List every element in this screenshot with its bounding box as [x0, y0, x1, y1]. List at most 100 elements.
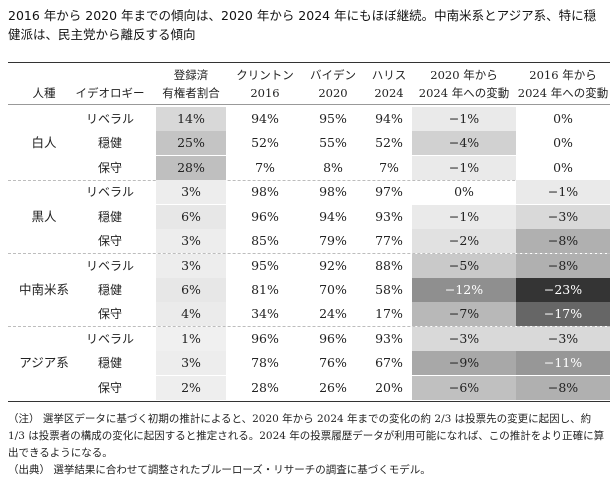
cell-ideology: 保守: [97, 380, 122, 395]
cell-biden: 55%: [319, 135, 347, 151]
cell-clinton: 52%: [251, 135, 279, 151]
cell-ideology: リベラル: [85, 258, 134, 273]
cell-chg2016: −8%: [547, 233, 579, 249]
cell-biden: 70%: [319, 282, 347, 297]
header-clinton-2016: クリントン 2016: [236, 68, 294, 100]
race-label: 黒人: [31, 208, 57, 224]
cell-chg2020: −1%: [448, 111, 480, 126]
cell-shade: [412, 107, 516, 131]
cell-share: 1%: [181, 330, 201, 346]
cell-chg2020: −9%: [448, 355, 480, 371]
cell-harris: 17%: [375, 306, 403, 322]
cell-clinton: 34%: [251, 306, 279, 322]
cell-shade: [516, 229, 610, 254]
cell-ideology: リベラル: [85, 185, 134, 200]
cell-chg2016: 0%: [553, 111, 573, 126]
cell-chg2020: −6%: [448, 379, 480, 395]
cell-chg2016: −8%: [547, 379, 579, 395]
header-race: 人種: [32, 86, 56, 100]
cell-ideology: 保守: [97, 234, 122, 249]
cell-shade: [516, 375, 610, 400]
cell-shade: [516, 278, 610, 302]
cell-shade: [412, 155, 516, 180]
cell-chg2020: −2%: [448, 233, 480, 249]
cell-share: 6%: [181, 208, 201, 224]
cell-clinton: 95%: [251, 257, 279, 273]
cell-shade: [516, 180, 610, 205]
cell-clinton: 98%: [251, 184, 279, 200]
cell-shade: [156, 107, 226, 131]
cell-biden: 98%: [319, 184, 347, 200]
cell-harris: 52%: [375, 135, 403, 151]
cell-biden: 94%: [319, 208, 347, 224]
cell-share: 4%: [181, 306, 201, 322]
cell-chg2020: −3%: [448, 330, 480, 346]
cell-harris: 67%: [375, 355, 403, 371]
cell-ideology: 保守: [97, 160, 122, 175]
cell-share: 3%: [181, 233, 201, 249]
cell-chg2016: −3%: [547, 330, 579, 346]
cell-harris: 93%: [375, 208, 403, 224]
cell-chg2016: 0%: [553, 159, 573, 175]
cell-shade: [156, 351, 226, 376]
cell-clinton: 96%: [251, 330, 279, 346]
race-label: 白人: [31, 135, 57, 151]
cell-harris: 94%: [375, 111, 403, 126]
cell-ideology: リベラル: [85, 331, 134, 346]
cell-chg2020: 0%: [454, 184, 474, 200]
cell-share: 25%: [177, 135, 205, 151]
cell-share: 3%: [181, 355, 201, 371]
cell-shade: [412, 204, 516, 229]
cell-harris: 58%: [375, 282, 403, 297]
cell-biden: 79%: [319, 233, 347, 249]
cell-biden: 76%: [319, 355, 347, 371]
cell-chg2020: −12%: [444, 282, 484, 297]
cell-clinton: 7%: [255, 159, 275, 175]
cell-shade: [156, 204, 226, 229]
cell-shade: [156, 229, 226, 254]
cell-shade: [156, 278, 226, 302]
cell-shade: [516, 351, 610, 376]
group-separator: [8, 253, 610, 255]
cell-chg2020: −5%: [448, 257, 480, 273]
cell-ideology: 穏健: [97, 209, 122, 224]
race-label: アジア系: [19, 355, 69, 371]
header-top-rule: [8, 62, 610, 63]
header-bottom-rule: [8, 104, 610, 105]
cell-share: 2%: [181, 379, 201, 395]
group-separator: [8, 326, 610, 328]
cell-clinton: 78%: [251, 355, 279, 371]
cell-shade: [412, 351, 516, 376]
race-label: 中南米系: [18, 282, 69, 297]
cell-chg2020: −1%: [448, 159, 480, 175]
cell-share: 28%: [177, 159, 205, 175]
header-change-2016-2024: 2016 年から 2024 年への変動: [517, 68, 609, 100]
cell-clinton: 28%: [251, 379, 279, 395]
group-separator: [8, 179, 610, 181]
cell-shade: [412, 253, 516, 278]
cell-clinton: 94%: [251, 111, 279, 126]
cell-shade: [156, 253, 226, 278]
cell-shade: [412, 229, 516, 254]
cell-harris: 7%: [379, 159, 399, 175]
cell-chg2016: −1%: [547, 184, 579, 200]
cell-chg2016: −3%: [547, 208, 579, 224]
cell-biden: 95%: [319, 111, 347, 126]
header-ideology: イデオロギー: [75, 86, 145, 100]
cell-biden: 96%: [319, 330, 347, 346]
cell-biden: 26%: [319, 379, 347, 395]
cell-chg2016: −8%: [547, 257, 579, 273]
header-change-2020-2024: 2020 年から 2024 年への変動: [418, 68, 510, 100]
cell-share: 14%: [177, 111, 205, 126]
cell-shade: [516, 302, 610, 327]
footnote-note: （注） 選挙区データに基づく初期の推計によると、2020 年から 2024 年ま…: [8, 413, 605, 459]
cell-share: 3%: [181, 184, 201, 200]
cell-harris: 77%: [375, 233, 403, 249]
cell-shade: [412, 326, 516, 351]
cell-biden: 24%: [319, 306, 347, 322]
cell-clinton: 96%: [251, 208, 279, 224]
cell-biden: 8%: [323, 159, 343, 175]
cell-harris: 97%: [375, 184, 403, 200]
header-registered-share: 登録済 有権者割合: [162, 68, 220, 100]
footnote-source: （出典） 選挙結果に合わせて調整されたブルーローズ・リサーチの調査に基づくモデル…: [8, 464, 431, 476]
